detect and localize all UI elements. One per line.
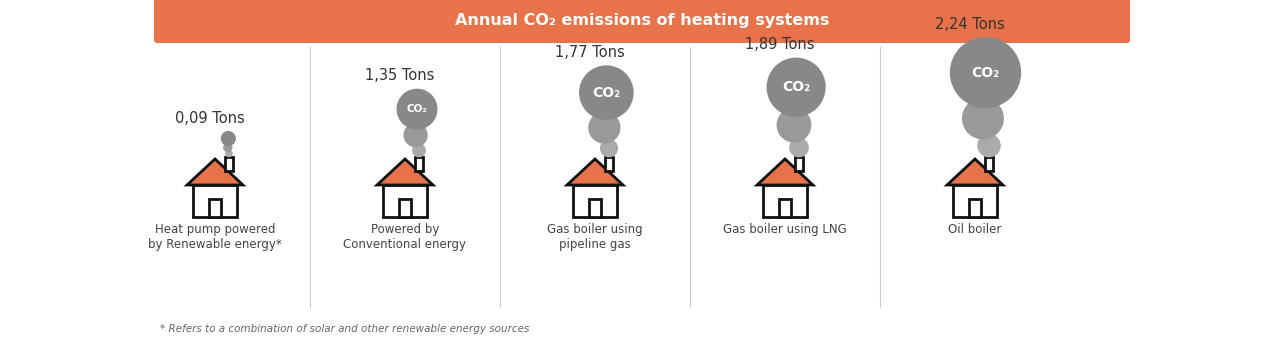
Circle shape bbox=[404, 124, 428, 146]
Circle shape bbox=[601, 140, 618, 157]
Bar bbox=[383, 185, 428, 217]
Bar bbox=[209, 199, 221, 217]
Bar bbox=[969, 199, 981, 217]
Polygon shape bbox=[568, 159, 623, 185]
Bar bbox=[399, 199, 411, 217]
Text: CO₂: CO₂ bbox=[782, 80, 810, 94]
Text: 1,77 Tons: 1,77 Tons bbox=[555, 45, 625, 60]
Circle shape bbox=[589, 112, 620, 143]
Circle shape bbox=[978, 135, 1000, 157]
Text: Gas boiler using LNG: Gas boiler using LNG bbox=[723, 223, 847, 236]
Text: * Refers to a combination of solar and other renewable energy sources: * Refers to a combination of solar and o… bbox=[160, 324, 529, 334]
Circle shape bbox=[223, 144, 232, 152]
Polygon shape bbox=[948, 159, 1003, 185]
Bar bbox=[763, 185, 808, 217]
Bar bbox=[573, 185, 618, 217]
Text: 0,09 Tons: 0,09 Tons bbox=[175, 111, 245, 126]
Bar bbox=[605, 157, 612, 171]
Circle shape bbox=[580, 66, 633, 119]
Circle shape bbox=[397, 90, 437, 129]
Text: Powered by
Conventional energy: Powered by Conventional energy bbox=[344, 223, 466, 251]
Text: CO₂: CO₂ bbox=[972, 66, 999, 79]
Bar bbox=[953, 185, 996, 217]
Bar bbox=[985, 157, 993, 171]
Text: 1,89 Tons: 1,89 Tons bbox=[745, 37, 815, 52]
Polygon shape bbox=[187, 159, 243, 185]
Polygon shape bbox=[377, 159, 433, 185]
Circle shape bbox=[768, 58, 826, 116]
Bar bbox=[193, 185, 238, 217]
Bar bbox=[225, 157, 232, 171]
Text: Gas boiler using
pipeline gas: Gas boiler using pipeline gas bbox=[547, 223, 643, 251]
Text: 2,24 Tons: 2,24 Tons bbox=[935, 17, 1005, 32]
Circle shape bbox=[963, 98, 1003, 139]
Circle shape bbox=[221, 132, 235, 145]
Circle shape bbox=[226, 151, 232, 157]
Text: Heat pump powered
by Renewable energy*: Heat pump powered by Renewable energy* bbox=[148, 223, 282, 251]
Text: Oil boiler: Oil boiler bbox=[949, 223, 1002, 236]
Circle shape bbox=[950, 37, 1021, 108]
Text: CO₂: CO₂ bbox=[407, 104, 428, 114]
Bar bbox=[589, 199, 601, 217]
Bar bbox=[779, 199, 791, 217]
FancyBboxPatch shape bbox=[154, 0, 1130, 43]
Circle shape bbox=[412, 144, 425, 157]
Circle shape bbox=[777, 108, 810, 142]
Text: CO₂: CO₂ bbox=[592, 86, 620, 100]
Circle shape bbox=[790, 138, 808, 157]
Bar bbox=[415, 157, 422, 171]
Text: Annual CO₂ emissions of heating systems: Annual CO₂ emissions of heating systems bbox=[455, 12, 829, 27]
Text: 1,35 Tons: 1,35 Tons bbox=[366, 68, 435, 83]
Polygon shape bbox=[758, 159, 813, 185]
Bar bbox=[795, 157, 802, 171]
